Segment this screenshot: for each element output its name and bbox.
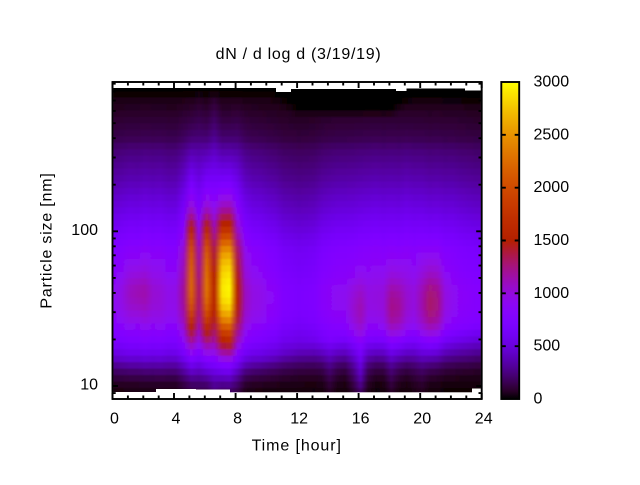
svg-text:2500: 2500 bbox=[534, 126, 570, 143]
svg-text:24: 24 bbox=[475, 411, 493, 428]
svg-text:dN / d log d (3/19/19): dN / d log d (3/19/19) bbox=[216, 46, 382, 63]
svg-text:0: 0 bbox=[110, 411, 119, 428]
svg-text:12: 12 bbox=[290, 411, 308, 428]
svg-text:1500: 1500 bbox=[534, 232, 570, 249]
svg-text:3000: 3000 bbox=[534, 74, 570, 91]
svg-text:20: 20 bbox=[413, 411, 431, 428]
svg-text:Particle size [nm]: Particle size [nm] bbox=[39, 172, 56, 308]
svg-text:10: 10 bbox=[80, 377, 98, 394]
svg-text:100: 100 bbox=[71, 222, 98, 239]
svg-text:2000: 2000 bbox=[534, 179, 570, 196]
svg-text:16: 16 bbox=[352, 411, 370, 428]
svg-text:1000: 1000 bbox=[534, 285, 570, 302]
svg-text:0: 0 bbox=[534, 391, 543, 408]
svg-text:500: 500 bbox=[534, 338, 561, 355]
svg-text:Time [hour]: Time [hour] bbox=[252, 438, 342, 455]
svg-text:4: 4 bbox=[172, 411, 181, 428]
svg-text:8: 8 bbox=[233, 411, 242, 428]
